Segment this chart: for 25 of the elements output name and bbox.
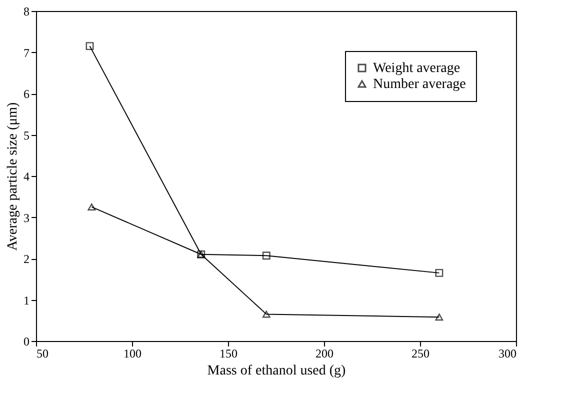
y-tick-label: 7: [24, 46, 30, 60]
point: [435, 268, 444, 277]
x-tick-label: 300: [498, 346, 516, 360]
legend-label: Number average: [373, 77, 466, 92]
y-tick-label: 1: [24, 293, 30, 308]
y-axis-title: Average particle size (μm): [6, 102, 20, 251]
legend-label: Weight average: [373, 61, 460, 76]
y-tick-label: 8: [24, 4, 30, 18]
x-tick-label: 150: [220, 346, 238, 360]
point: [88, 203, 96, 210]
point: [435, 314, 444, 321]
y-tick-label: 3: [24, 210, 30, 225]
y-tick-label: 2: [24, 252, 30, 266]
y-tick-label: 0: [24, 334, 30, 348]
y-tick-label: 6: [24, 87, 30, 101]
point: [262, 310, 270, 318]
point: [86, 42, 94, 50]
x-tick-label: 100: [124, 346, 142, 360]
x-tick-label: 250: [412, 346, 430, 360]
x-tick-label: 200: [316, 346, 334, 360]
x-tick-label: 50: [36, 346, 48, 360]
y-tick-label: 5: [24, 128, 30, 142]
y-tick-label: 4: [24, 170, 30, 184]
point: [262, 252, 270, 260]
x-axis-title: Mass of ethanol used (g): [207, 364, 346, 378]
